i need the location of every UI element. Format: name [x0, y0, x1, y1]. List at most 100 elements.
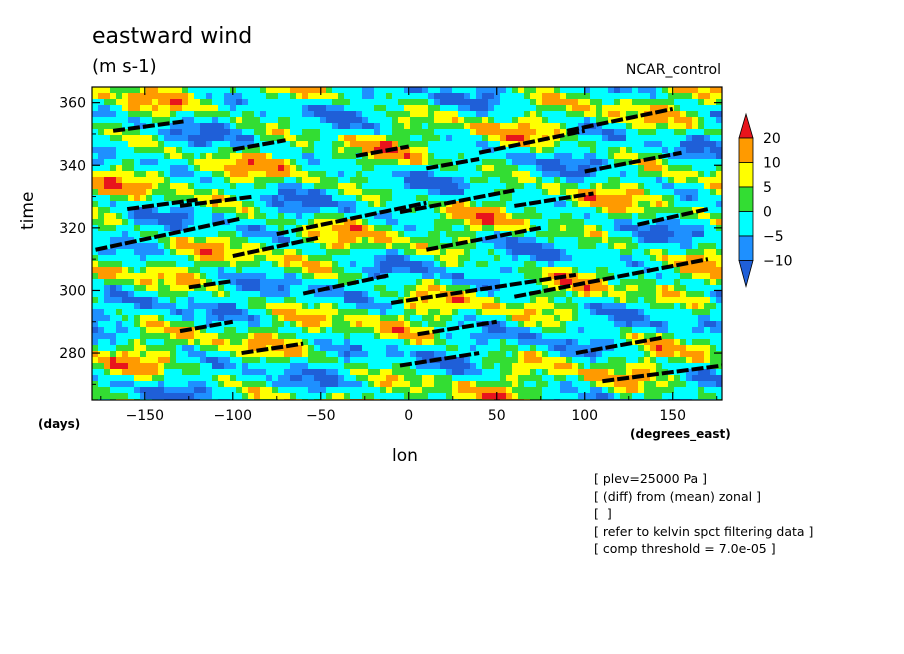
field-cell — [530, 393, 536, 399]
field-cell — [518, 381, 524, 387]
field-cell — [146, 321, 152, 327]
field-cell — [626, 261, 632, 267]
field-cell — [674, 111, 680, 117]
field-cell — [698, 135, 704, 141]
field-cell — [158, 261, 164, 267]
field-cell — [338, 105, 344, 111]
field-cell — [596, 159, 602, 165]
field-cell — [422, 261, 428, 267]
field-cell — [128, 291, 134, 297]
field-cell — [530, 129, 536, 135]
field-cell — [470, 225, 476, 231]
field-cell — [674, 297, 680, 303]
field-cell — [302, 339, 308, 345]
field-cell — [188, 141, 194, 147]
field-cell — [476, 219, 482, 225]
field-cell — [680, 243, 686, 249]
field-cell — [632, 321, 638, 327]
field-cell — [146, 273, 152, 279]
field-cell — [386, 255, 392, 261]
field-cell — [614, 189, 620, 195]
field-cell — [464, 243, 470, 249]
field-cell — [572, 159, 578, 165]
field-cell — [632, 123, 638, 129]
field-cell — [566, 153, 572, 159]
field-cell — [170, 171, 176, 177]
field-cell — [104, 273, 110, 279]
field-cell — [368, 201, 374, 207]
field-cell — [674, 345, 680, 351]
field-cell — [518, 171, 524, 177]
field-cell — [710, 369, 716, 375]
field-cell — [176, 267, 182, 273]
field-cell — [530, 177, 536, 183]
field-cell — [458, 321, 464, 327]
field-cell — [356, 231, 362, 237]
field-cell — [446, 375, 452, 381]
field-cell — [182, 165, 188, 171]
field-cell — [266, 87, 272, 93]
field-cell — [320, 339, 326, 345]
field-cell — [656, 117, 662, 123]
field-cell — [98, 93, 104, 99]
field-cell — [206, 111, 212, 117]
field-cell — [380, 381, 386, 387]
field-cell — [386, 93, 392, 99]
field-cell — [206, 153, 212, 159]
field-cell — [284, 339, 290, 345]
field-cell — [254, 207, 260, 213]
field-cell — [284, 369, 290, 375]
field-cell — [458, 189, 464, 195]
field-cell — [362, 315, 368, 321]
field-cell — [716, 249, 722, 255]
field-cell — [680, 189, 686, 195]
field-cell — [596, 291, 602, 297]
field-cell — [518, 369, 524, 375]
field-cell — [266, 303, 272, 309]
kelvin-segment — [425, 225, 542, 252]
field-cell — [650, 153, 656, 159]
field-cell — [650, 393, 656, 399]
field-cell — [344, 141, 350, 147]
field-cell — [704, 273, 710, 279]
field-cell — [218, 159, 224, 165]
field-cell — [434, 315, 440, 321]
field-cell — [638, 273, 644, 279]
field-cell — [362, 219, 368, 225]
field-cell — [428, 327, 434, 333]
field-cell — [500, 327, 506, 333]
field-cell — [650, 297, 656, 303]
field-cell — [692, 357, 698, 363]
field-cell — [338, 99, 344, 105]
field-cell — [272, 231, 278, 237]
field-cell — [266, 357, 272, 363]
field-cell — [308, 327, 314, 333]
field-cell — [224, 315, 230, 321]
field-cell — [314, 261, 320, 267]
field-cell — [680, 303, 686, 309]
field-cell — [110, 201, 116, 207]
field-cell — [596, 267, 602, 273]
field-cell — [302, 201, 308, 207]
field-cell — [272, 339, 278, 345]
field-cell — [140, 177, 146, 183]
field-cell — [296, 255, 302, 261]
field-cell — [284, 357, 290, 363]
field-cell — [710, 141, 716, 147]
field-cell — [254, 171, 260, 177]
field-cell — [440, 207, 446, 213]
kelvin-segment — [241, 341, 304, 356]
field-cell — [362, 87, 368, 93]
field-cell — [398, 237, 404, 243]
field-cell — [110, 363, 116, 369]
field-cell — [326, 231, 332, 237]
field-cell — [518, 153, 524, 159]
field-cell — [440, 321, 446, 327]
field-cell — [170, 249, 176, 255]
field-cell — [290, 279, 296, 285]
field-cell — [356, 297, 362, 303]
field-cell — [512, 369, 518, 375]
field-cell — [272, 177, 278, 183]
field-cell — [152, 267, 158, 273]
field-cell — [320, 351, 326, 357]
